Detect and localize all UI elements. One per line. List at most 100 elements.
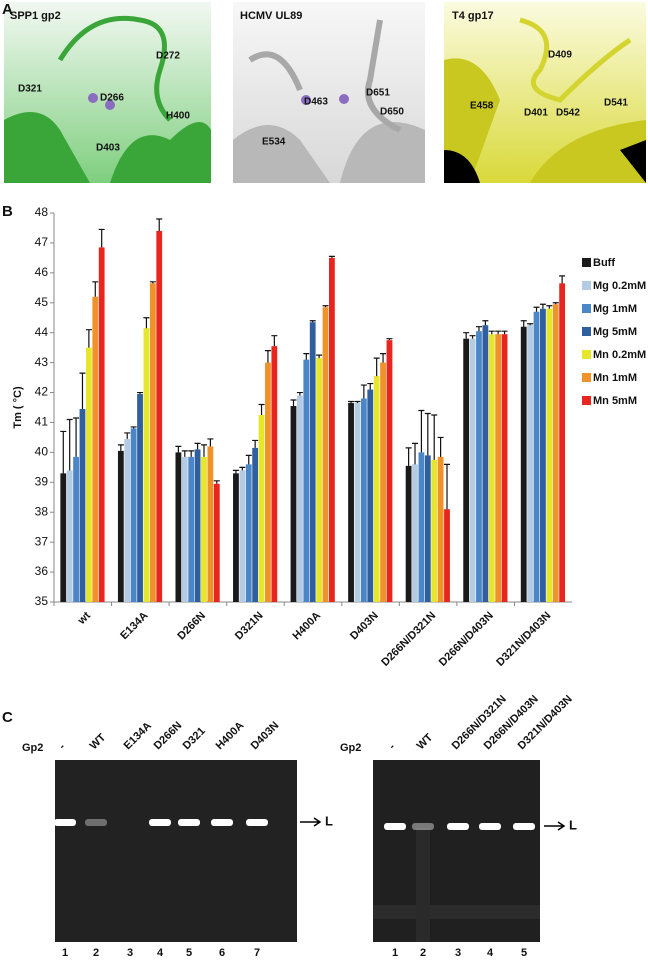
error-bar — [348, 400, 355, 404]
legend-swatch — [582, 327, 591, 336]
bar — [271, 346, 278, 602]
bar — [92, 296, 99, 602]
y-tick-label: 39 — [35, 474, 49, 488]
gel-smear — [373, 905, 540, 919]
error-bar — [137, 391, 144, 395]
error-bar — [200, 444, 207, 457]
legend-label: Mn 1mM — [593, 372, 637, 384]
x-tick-label: wt — [75, 609, 93, 627]
y-tick-label: 48 — [35, 205, 49, 219]
bar — [194, 449, 201, 602]
error-bar — [309, 320, 316, 323]
lane-number: 7 — [254, 947, 260, 959]
bar — [233, 473, 239, 602]
legend-swatch — [582, 350, 591, 359]
legend-label: Mg 5mM — [593, 326, 637, 338]
bar — [181, 456, 188, 602]
error-bar — [156, 218, 163, 231]
lane-label: - — [387, 741, 398, 752]
loop — [519, 17, 632, 103]
bar — [143, 328, 150, 602]
bar — [245, 464, 252, 602]
bar — [156, 230, 163, 602]
bar — [418, 452, 425, 602]
error-bar — [130, 426, 137, 429]
x-tick-label: D321N — [233, 610, 266, 643]
bar — [265, 362, 271, 602]
bar — [437, 456, 444, 602]
lane-label: D403N — [249, 719, 282, 752]
panel-label: C — [2, 709, 13, 726]
gel-band — [479, 823, 501, 830]
error-bar — [405, 447, 412, 466]
residue-label: E534 — [262, 137, 286, 148]
band-label: L — [569, 817, 577, 832]
bar — [405, 465, 412, 602]
gel-band — [384, 823, 406, 830]
error-bar — [181, 450, 188, 457]
bar — [201, 456, 207, 602]
error-bar — [469, 335, 476, 339]
lane-number: 6 — [219, 947, 225, 959]
error-bar — [194, 442, 201, 450]
x-tick-label: H400A — [290, 610, 323, 643]
y-tick-label: 36 — [35, 564, 49, 578]
bar — [533, 311, 540, 602]
error-bar — [412, 442, 419, 465]
error-bar — [149, 281, 156, 284]
error-bar — [175, 445, 182, 453]
bar — [316, 358, 322, 602]
error-bar — [98, 228, 105, 248]
error-bar — [239, 466, 246, 471]
bar — [290, 406, 297, 602]
bar — [213, 483, 220, 602]
y-tick-label: 44 — [35, 325, 49, 339]
x-tick-label: D266N/D403N — [437, 610, 496, 669]
band-label: L — [325, 813, 333, 828]
y-tick-label: 45 — [35, 295, 49, 309]
error-bar — [552, 302, 559, 305]
error-bar — [488, 330, 495, 335]
y-axis-title: Tm ( °C) — [12, 386, 24, 429]
lane-label: - — [57, 741, 68, 752]
y-tick-label: 38 — [35, 504, 49, 518]
lane-number: 4 — [157, 947, 164, 959]
x-tick-label: D403N — [348, 610, 381, 643]
y-tick-label: 46 — [35, 265, 49, 279]
gel-band — [211, 819, 233, 826]
band-arrow — [300, 817, 322, 827]
error-bar — [495, 330, 502, 335]
legend-label: Mg 0.2mM — [593, 280, 646, 292]
band-arrow — [544, 821, 566, 831]
bar — [354, 403, 361, 602]
residue-label: D272 — [156, 51, 180, 62]
loop — [248, 19, 402, 133]
residue-label: D650 — [380, 107, 404, 118]
bar — [546, 308, 553, 602]
error-bar — [424, 412, 431, 456]
legend-swatch — [582, 258, 591, 267]
lane-number: 1 — [62, 947, 68, 959]
error-bar — [252, 439, 259, 448]
error-bar — [245, 454, 252, 465]
y-tick-label: 40 — [35, 445, 49, 459]
legend-label: Mg 1mM — [593, 303, 637, 315]
y-tick-label: 42 — [35, 385, 49, 399]
x-tick-label: D321N/D403N — [494, 610, 553, 669]
structure-title: T4 gp17 — [452, 10, 494, 22]
error-bar — [60, 430, 67, 474]
error-bar — [213, 480, 220, 484]
error-bar — [527, 323, 534, 326]
gel-smear — [416, 828, 430, 942]
error-bar — [258, 403, 265, 415]
lane-label: WT — [88, 731, 109, 752]
error-bar — [437, 436, 444, 457]
error-bar — [559, 275, 566, 284]
bar — [424, 455, 431, 602]
error-bar — [520, 320, 527, 327]
residue-label: D541 — [604, 98, 628, 109]
error-bar — [66, 418, 73, 471]
residue-label: D409 — [548, 50, 572, 61]
legend-label: Mn 5mM — [593, 395, 637, 407]
gel-row-label: Gp2 — [340, 742, 361, 754]
